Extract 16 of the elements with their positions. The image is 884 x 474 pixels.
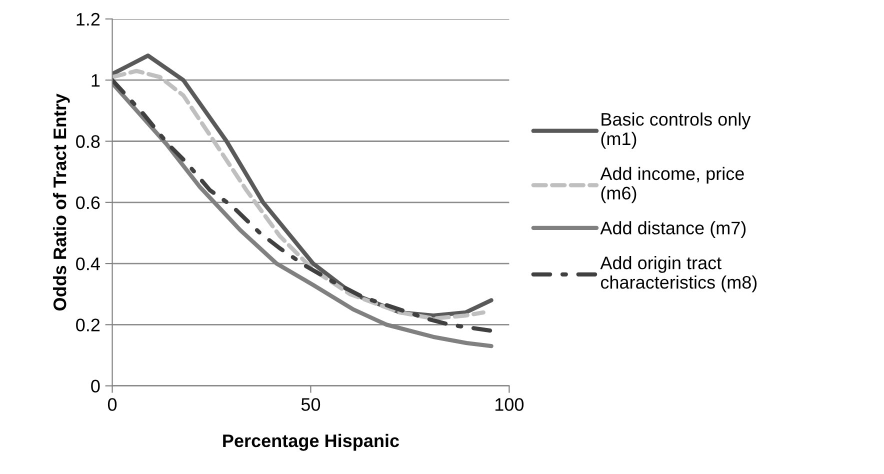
- x-tick-label: 0: [108, 398, 117, 411]
- legend-label: Add distance (m7): [600, 221, 746, 238]
- y-tick-label: 0.6: [76, 196, 100, 210]
- legend-label: Add income, price (m6): [600, 166, 744, 204]
- legend-label: Add origin tract characteristics (m8): [600, 256, 757, 292]
- x-axis-title: Percentage Hispanic: [223, 434, 400, 451]
- x-tick-label: 100: [496, 398, 524, 411]
- y-tick-label: 0.2: [76, 318, 100, 332]
- y-tick-label: 0: [91, 380, 100, 393]
- x-tick-label: 50: [301, 398, 320, 411]
- y-tick-label: 0.8: [76, 135, 100, 148]
- y-tick-label: 1.2: [76, 12, 100, 26]
- y-axis-title: Odds Ratio of Tract Entry: [52, 94, 70, 310]
- y-tick-label: 1: [92, 74, 100, 87]
- legend-label: Basic controls only (m1): [601, 112, 751, 149]
- y-tick-label: 0.4: [76, 257, 100, 270]
